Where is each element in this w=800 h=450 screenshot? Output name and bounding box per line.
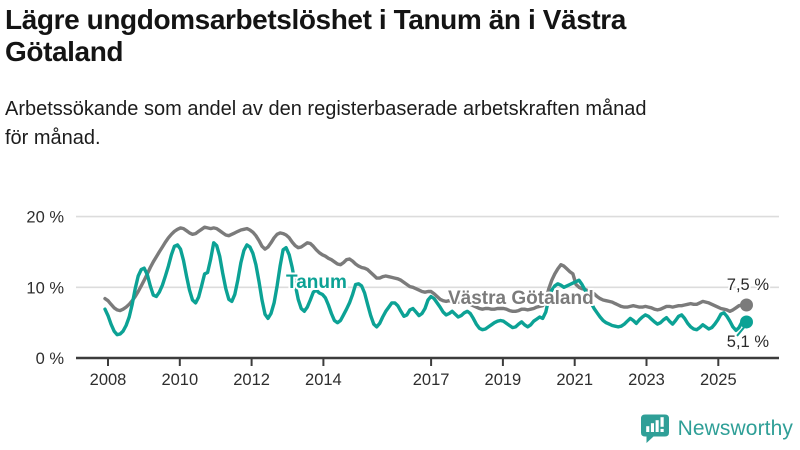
tanum-line (103, 241, 744, 337)
subtitle-line-2: för månad. (5, 127, 101, 150)
v-stra-g-taland-end-dot (740, 298, 753, 312)
x-axis-tick-label: 2021 (556, 371, 593, 389)
x-axis-tick-label: 2017 (413, 371, 450, 389)
chart-subtitle: Arbetssökande som andel av den registerb… (5, 95, 785, 153)
newsworthy-logo[interactable]: Newsworthy (640, 413, 793, 444)
subtitle-line-1: Arbetssökande som andel av den registerb… (5, 98, 647, 121)
x-axis-tick-label: 2012 (233, 371, 270, 389)
x-axis-tick-label: 2023 (628, 371, 665, 389)
y-axis-tick-label: 0 % (36, 350, 65, 368)
title-line-2: Götaland (5, 36, 124, 68)
chart-header: Lägre ungdomsarbetslöshet i Tanum än i V… (5, 4, 785, 153)
x-axis-tick-label: 2019 (485, 371, 522, 389)
y-axis-tick-label: 10 % (26, 279, 64, 297)
v-stra-g-taland-end-value-label: 7,5 % (727, 276, 770, 294)
y-axis-tick-label: 20 % (26, 209, 64, 227)
tanum-label-leader (736, 326, 745, 337)
v-stra-g-taland-line (103, 225, 744, 313)
x-axis-tick-label: 2008 (90, 371, 127, 389)
tanum-end-dot (740, 315, 753, 329)
x-axis-tick-label: 2010 (161, 371, 198, 389)
x-axis-tick-label: 2025 (700, 371, 737, 389)
bar-chart-speech-bubble-icon (640, 414, 669, 443)
page-title: Lägre ungdomsarbetslöshet i Tanum än i V… (5, 4, 785, 68)
tanum-series-label: Tanum (286, 272, 347, 293)
logo-text: Newsworthy (677, 416, 793, 440)
x-axis-tick-label: 2014 (305, 371, 342, 389)
unemployment-line-chart: 0 % 10 % 20 % 2008 2010 2012 2014 2017 2019 2021 2… (26, 209, 779, 389)
v-stra-g-taland-series-label: Västra Götaland (448, 288, 594, 309)
tanum-end-value-label: 5,1 % (727, 333, 770, 351)
title-line-1: Lägre ungdomsarbetslöshet i Tanum än i V… (5, 4, 626, 35)
logo-bubble (640, 414, 669, 443)
